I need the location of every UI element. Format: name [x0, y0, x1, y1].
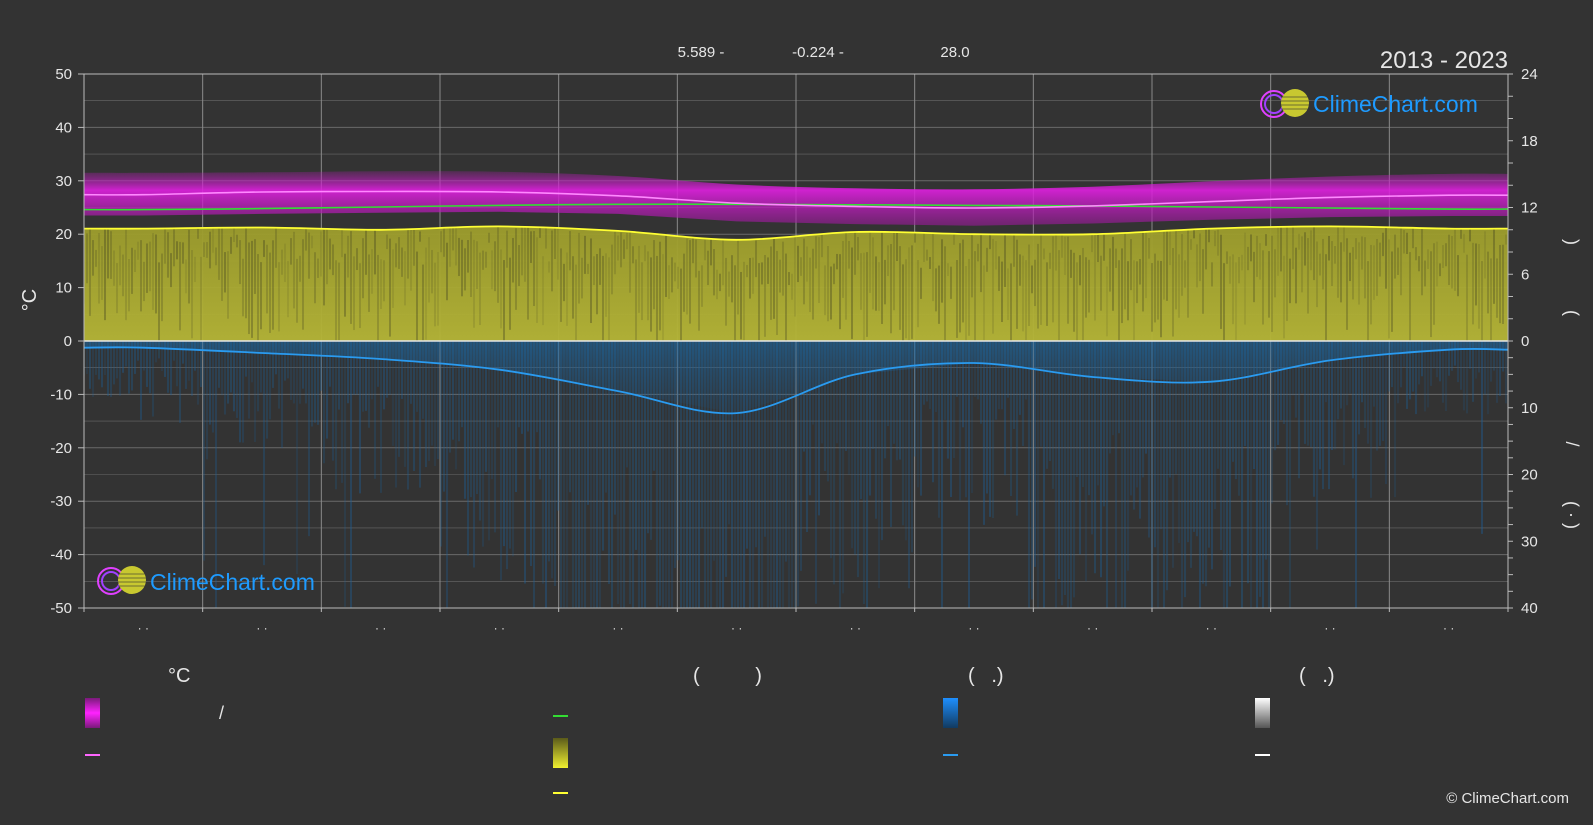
right-axis-label-a: ): [1562, 239, 1582, 245]
legend-col3-header: ( .): [968, 665, 1004, 687]
right-axis-label-d: ( · ): [1562, 501, 1582, 529]
month-tick-labels: · · · · · · · · · · · · · · · · · · · · · · · ·: [83, 608, 1509, 635]
right-tick-label: 6: [1521, 266, 1529, 283]
right-axis-precip-ticks: 10 20 30 40: [1508, 340, 1538, 617]
sun-icon: [118, 566, 146, 594]
legend-slash: /: [219, 703, 225, 723]
right-axis-label-b: (: [1562, 310, 1582, 316]
left-tick-label: -30: [50, 493, 72, 510]
right-tick-label: 40: [1521, 600, 1538, 617]
left-tick-label: 30: [55, 173, 72, 190]
right-tick-label: 30: [1521, 533, 1538, 550]
legend-snow-line: [1255, 754, 1270, 756]
legend-temp-band-swatch: [85, 698, 100, 728]
legend-col1-header: °C: [168, 665, 191, 687]
right-axis-sunshine-ticks: 24 18 12 6 0: [1508, 66, 1538, 350]
month-tick-label: · ·: [375, 621, 386, 635]
copyright: © ClimeChart.com: [1446, 790, 1569, 807]
precipitation-line: [84, 346, 1508, 415]
right-tick-label: 10: [1521, 400, 1538, 417]
left-tick-label: -10: [50, 386, 72, 403]
right-tick-label: 20: [1521, 467, 1538, 484]
legend-mean-temp-line: [85, 754, 100, 756]
legend-col4-header: ( .): [1299, 665, 1335, 687]
month-tick-label: · ·: [1206, 621, 1217, 635]
header-stat-2: -0.224 -: [792, 44, 844, 61]
logo-top: ClimeChart.com: [1260, 89, 1478, 118]
logo-text-top: ClimeChart.com: [1313, 91, 1478, 117]
header-stat-3: 28.0: [940, 44, 969, 61]
month-tick-label: · ·: [138, 621, 149, 635]
legend-snow-swatch: [1255, 698, 1270, 728]
month-tick-label: · ·: [612, 621, 623, 635]
temperature-band: [84, 171, 1508, 226]
sun-icon: [1281, 89, 1309, 117]
left-tick-label: 50: [55, 66, 72, 83]
legend-col2-header: ( ): [693, 665, 762, 687]
right-tick-label: 18: [1521, 133, 1538, 150]
right-tick-label: 12: [1521, 200, 1538, 217]
left-axis-unit: °C: [19, 289, 41, 311]
right-axis-label-c: /: [1562, 441, 1582, 446]
legend-rain-swatch: [943, 698, 958, 728]
legend-sunshine-line: [553, 792, 568, 794]
month-tick-label: · ·: [1324, 621, 1335, 635]
left-tick-label: -50: [50, 600, 72, 617]
period-title: 2013 - 2023: [1380, 47, 1508, 74]
sunshine-area: [84, 226, 1508, 341]
month-tick-label: · ·: [256, 621, 267, 635]
legend-sunshine-swatch: [553, 738, 568, 768]
left-tick-label: 40: [55, 119, 72, 136]
logo-text-bottom: ClimeChart.com: [150, 569, 315, 595]
month-tick-label: · ·: [1443, 621, 1454, 635]
left-tick-label: -40: [50, 547, 72, 564]
month-tick-label: · ·: [1087, 621, 1098, 635]
month-tick-label: · ·: [968, 621, 979, 635]
month-tick-label: · ·: [494, 621, 505, 635]
right-tick-label: 0: [1521, 333, 1529, 350]
header-stat-1: 5.589 -: [678, 44, 725, 61]
left-tick-label: -20: [50, 440, 72, 457]
mean-temperature-line: [84, 190, 1508, 209]
left-tick-label: 20: [55, 226, 72, 243]
logo-bottom: ClimeChart.com: [97, 566, 315, 595]
right-tick-label: 24: [1521, 66, 1538, 83]
sunshine-texture: [84, 221, 1507, 363]
legend-rain-line: [943, 754, 958, 756]
month-tick-label: · ·: [850, 621, 861, 635]
left-tick-label: 10: [55, 280, 72, 297]
sunshine-line: [84, 225, 1508, 241]
legend-sea-temp-line: [553, 715, 568, 717]
left-tick-label: 0: [64, 333, 72, 350]
plot-area: [83, 73, 1509, 609]
month-tick-label: · ·: [731, 621, 742, 635]
precipitation-area: [84, 341, 1508, 414]
left-axis-ticks: 50 40 30 20 10 0 -10 -20 -30 -40 -50: [50, 66, 84, 617]
